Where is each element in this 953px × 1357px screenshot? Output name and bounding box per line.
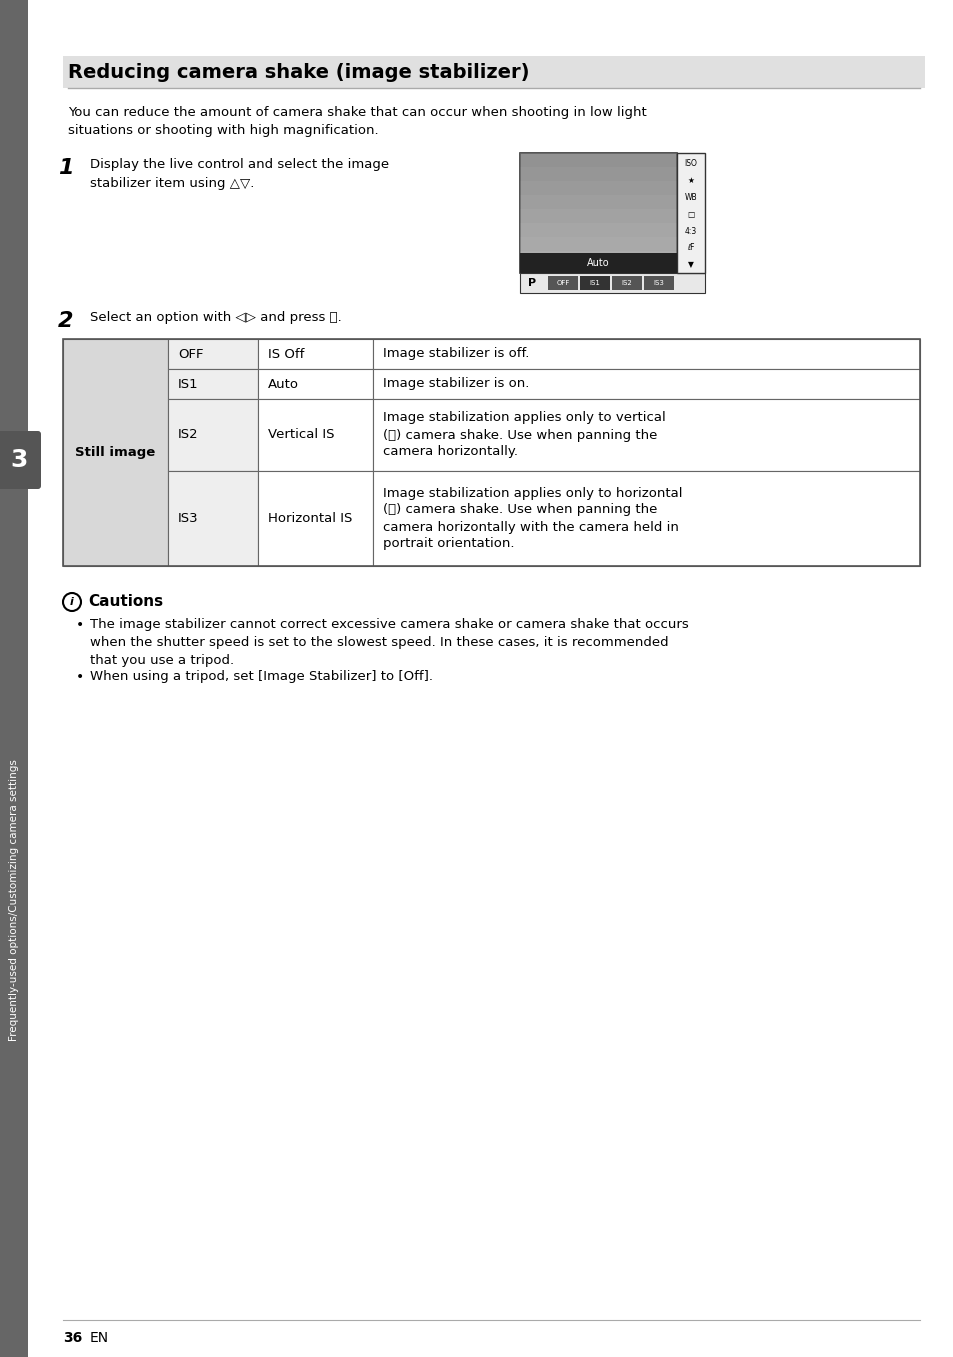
Bar	[519, 237, 677, 251]
Text: IS1: IS1	[589, 280, 599, 286]
Text: When using a tripod, set [Image Stabilizer] to [Off].: When using a tripod, set [Image Stabiliz…	[90, 670, 433, 683]
Text: Image stabilizer is on.: Image stabilizer is on.	[382, 377, 529, 391]
Text: IS Off: IS Off	[268, 347, 304, 361]
Bar	[519, 223, 677, 237]
Text: 36: 36	[63, 1331, 82, 1345]
Text: IS1: IS1	[178, 377, 198, 391]
Bar	[519, 153, 677, 167]
Bar	[63, 339, 168, 566]
Text: Image stabilizer is off.: Image stabilizer is off.	[382, 347, 529, 361]
Bar	[257, 399, 373, 471]
Bar	[373, 369, 919, 399]
Text: ★: ★	[687, 175, 694, 185]
Bar	[373, 471, 919, 566]
Text: □: □	[687, 209, 694, 218]
Text: ▼: ▼	[687, 261, 693, 270]
Text: Frequently-used options/Customizing camera settings: Frequently-used options/Customizing came…	[9, 759, 19, 1041]
Text: i: i	[70, 597, 74, 607]
Bar	[373, 399, 919, 471]
Text: ISO: ISO	[684, 159, 697, 167]
Text: Still image: Still image	[75, 446, 155, 459]
Text: Cautions: Cautions	[88, 594, 163, 609]
Text: Auto: Auto	[268, 377, 298, 391]
FancyBboxPatch shape	[0, 432, 41, 489]
Bar	[519, 167, 677, 180]
Text: •: •	[76, 670, 84, 684]
Text: ℓF: ℓF	[686, 243, 694, 252]
Text: Select an option with ◁▷ and press ⒪.: Select an option with ◁▷ and press ⒪.	[90, 311, 341, 324]
Text: Reducing camera shake (image stabilizer): Reducing camera shake (image stabilizer)	[68, 62, 529, 81]
Text: Vertical IS: Vertical IS	[268, 429, 335, 441]
Text: The image stabilizer cannot correct excessive camera shake or camera shake that : The image stabilizer cannot correct exce…	[90, 617, 688, 668]
Bar	[168, 399, 257, 471]
Text: •: •	[76, 617, 84, 632]
Bar	[0, 0, 28, 1357]
Bar	[519, 252, 677, 273]
Text: 2: 2	[58, 311, 73, 331]
Text: IS3: IS3	[653, 280, 663, 286]
Bar	[677, 153, 704, 273]
Text: IS2: IS2	[621, 280, 632, 286]
Text: P: P	[527, 278, 536, 288]
Bar	[579, 275, 609, 290]
Text: 1: 1	[58, 157, 73, 178]
Bar	[612, 275, 641, 290]
Text: Auto: Auto	[587, 258, 609, 267]
Bar	[257, 471, 373, 566]
Bar	[519, 195, 677, 209]
Bar	[63, 339, 919, 566]
Text: OFF: OFF	[178, 347, 203, 361]
Bar	[168, 471, 257, 566]
Bar	[168, 339, 257, 369]
Text: 3: 3	[10, 448, 28, 472]
Text: OFF: OFF	[556, 280, 569, 286]
Text: You can reduce the amount of camera shake that can occur when shooting in low li: You can reduce the amount of camera shak…	[68, 106, 646, 137]
Text: Display the live control and select the image
stabilizer item using △▽.: Display the live control and select the …	[90, 157, 389, 190]
Bar	[373, 339, 919, 369]
Text: Image stabilization applies only to vertical
(Ⓢ) camera shake. Use when panning : Image stabilization applies only to vert…	[382, 411, 665, 459]
Bar	[519, 273, 704, 293]
Text: IS2: IS2	[178, 429, 198, 441]
Bar	[519, 209, 677, 223]
Bar	[257, 339, 373, 369]
Bar	[257, 369, 373, 399]
Text: Horizontal IS: Horizontal IS	[268, 512, 352, 525]
Bar	[547, 275, 578, 290]
Text: Image stabilization applies only to horizontal
(Ⓢ) camera shake. Use when pannin: Image stabilization applies only to hori…	[382, 487, 681, 551]
Bar	[643, 275, 673, 290]
Text: 4:3: 4:3	[684, 227, 697, 236]
Text: EN: EN	[90, 1331, 109, 1345]
Bar	[168, 369, 257, 399]
Text: IS3: IS3	[178, 512, 198, 525]
Text: WB: WB	[684, 193, 697, 201]
Bar	[63, 56, 924, 88]
Bar	[519, 180, 677, 195]
Bar	[519, 251, 677, 265]
Bar	[519, 153, 677, 273]
